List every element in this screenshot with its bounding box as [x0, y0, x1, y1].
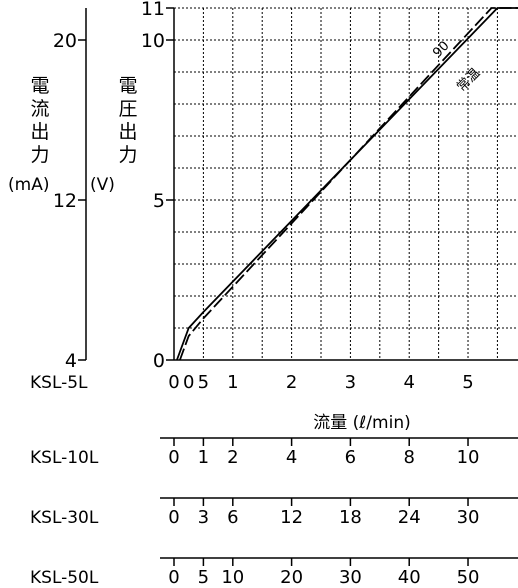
model-tick-label: 3	[198, 507, 209, 528]
model-tick-label: 5	[198, 567, 209, 588]
current-label-char: 流	[30, 98, 49, 120]
model-tick-label: 0	[168, 507, 179, 528]
model-tick-label: 2	[286, 372, 297, 393]
current-tick-label: 12	[53, 190, 77, 212]
model-tick-label: 0	[168, 567, 179, 588]
model-tick-label: 24	[398, 507, 421, 528]
current-label-char: 力	[30, 144, 49, 166]
model-tick-label: 12	[280, 507, 303, 528]
model-tick-label: 1	[227, 372, 238, 393]
voltage-tick-label: 10	[141, 30, 165, 52]
x-axis-title: 流量 (ℓ/min)	[313, 413, 410, 433]
model-tick-label: 1	[198, 447, 209, 468]
voltage-label-char: 出	[118, 121, 137, 143]
model-tick-label: 8	[403, 447, 414, 468]
model-tick-label: 4	[403, 372, 414, 393]
series-line-room-temp	[176, 7, 518, 361]
model-tick-label: 5	[462, 372, 473, 393]
current-unit: (mA)	[8, 175, 49, 195]
model-tick-label: 30	[457, 507, 480, 528]
model-tick-label: 3	[345, 372, 356, 393]
series-label-room-temp: 常温	[454, 66, 483, 95]
model-tick-label: 5	[198, 372, 209, 393]
current-axis-label: 電 流 出 力 (mA)	[8, 75, 50, 195]
model-name: KSL-5L	[30, 373, 88, 393]
model-tick-label: 40	[398, 567, 421, 588]
model-tick-label: 10	[221, 567, 244, 588]
model-tick-label: 0	[168, 447, 179, 468]
voltage-tick-label: 11	[141, 0, 165, 20]
model-tick-label: 50	[457, 567, 480, 588]
model-name: KSL-50L	[30, 568, 99, 588]
model-tick-label: 6	[345, 447, 356, 468]
model-tick-label: 30	[339, 567, 362, 588]
voltage-label-char: 力	[118, 144, 137, 166]
voltage-axis-label: 電 圧 出 力 (V)	[90, 75, 138, 195]
model-tick-label: 0	[183, 372, 194, 393]
current-label-char: 電	[30, 75, 49, 97]
current-tick-label: 4	[65, 350, 77, 372]
voltage-label-char: 圧	[118, 98, 137, 120]
axes: 0 5 10 11 4 12 20	[53, 0, 518, 372]
model-tick-label: 4	[286, 447, 297, 468]
current-label-char: 出	[30, 121, 49, 143]
model-tick-label: 6	[227, 507, 238, 528]
model-name: KSL-30L	[30, 508, 99, 528]
voltage-unit: (V)	[90, 175, 115, 195]
series-lines	[176, 7, 518, 361]
model-tick-label: 2	[227, 447, 238, 468]
model-tick-label: 18	[339, 507, 362, 528]
voltage-label-char: 電	[118, 75, 137, 97]
model-tick-label: 10	[457, 447, 480, 468]
current-tick-label: 20	[53, 30, 77, 52]
model-tick-label: 20	[280, 567, 303, 588]
model-name: KSL-10L	[30, 448, 99, 468]
model-tick-label: 0	[168, 372, 179, 393]
voltage-tick-label: 0	[153, 350, 165, 372]
series-line-90	[179, 7, 518, 361]
voltage-tick-label: 5	[153, 190, 165, 212]
grid	[174, 7, 518, 360]
